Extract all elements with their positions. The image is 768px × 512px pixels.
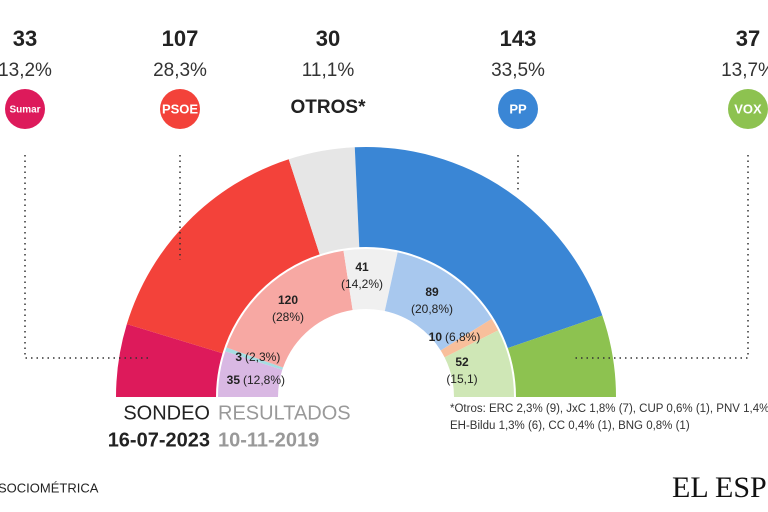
seat-segment bbox=[116, 324, 223, 397]
party-name: PP bbox=[509, 101, 527, 116]
seat-count: 33 bbox=[13, 26, 37, 51]
seat-count: 3 bbox=[235, 350, 242, 364]
party-logo bbox=[5, 89, 45, 129]
series-name: SONDEO bbox=[123, 402, 210, 424]
seat-segment bbox=[225, 347, 284, 370]
seat-count: 30 bbox=[316, 26, 340, 51]
share-label: (6,8%) bbox=[445, 330, 480, 344]
party-logo bbox=[498, 89, 538, 129]
seat-count: 35 bbox=[227, 373, 241, 387]
share-label: (14,2%) bbox=[341, 277, 383, 291]
party-name: OTROS* bbox=[291, 97, 367, 118]
leader-line bbox=[24, 155, 150, 359]
seat-count: 107 bbox=[162, 26, 199, 51]
seat-count: 120 bbox=[278, 293, 298, 307]
share-label: (28%) bbox=[272, 310, 304, 324]
seat-count: 89 bbox=[425, 285, 439, 299]
share-label: (15,1) bbox=[446, 372, 477, 386]
share-label: (20,8%) bbox=[411, 302, 453, 316]
share-label: (2,3%) bbox=[245, 350, 280, 364]
leader-line bbox=[572, 155, 749, 359]
share-label: 13,7% bbox=[721, 60, 768, 81]
share-label: (12,8%) bbox=[243, 373, 285, 387]
party-name: Sumar bbox=[9, 105, 40, 116]
seat-segment bbox=[226, 250, 353, 368]
series-date: 10-11-2019 bbox=[218, 429, 319, 451]
seat-segment bbox=[288, 147, 360, 255]
seat-segment bbox=[444, 330, 514, 397]
seat-segment bbox=[507, 315, 616, 397]
footnote: *Otros: ERC 2,3% (9), JxC 1,8% (7), CUP … bbox=[450, 403, 768, 415]
source: SOCIOMÉTRICA bbox=[0, 480, 99, 495]
seat-count: 41 bbox=[355, 260, 369, 274]
share-label: 28,3% bbox=[153, 60, 207, 81]
seat-segment bbox=[343, 248, 398, 312]
seat-count: 37 bbox=[736, 26, 760, 51]
seat-count: 10 bbox=[429, 330, 443, 344]
seat-segment bbox=[440, 318, 499, 358]
series-name: RESULTADOS bbox=[218, 402, 351, 424]
share-label: 11,1% bbox=[302, 60, 355, 81]
seat-count: 143 bbox=[500, 26, 537, 51]
share-label: 13,2% bbox=[0, 60, 52, 81]
party-logo bbox=[728, 89, 768, 129]
seat-count: 52 bbox=[455, 355, 469, 369]
footnote: EH-Bildu 1,3% (6), CC 0,4% (1), BNG 0,8%… bbox=[450, 420, 690, 432]
seat-segment bbox=[354, 146, 603, 349]
party-name: VOX bbox=[734, 101, 762, 116]
share-label: 33,5% bbox=[491, 60, 545, 81]
party-logo bbox=[160, 89, 200, 129]
brand: EL ESP bbox=[672, 471, 767, 504]
seat-segment bbox=[384, 252, 492, 351]
series-date: 16-07-2023 bbox=[108, 429, 210, 451]
seat-segment bbox=[217, 351, 283, 397]
seat-segment bbox=[126, 159, 320, 354]
party-name: PSOE bbox=[162, 101, 198, 116]
